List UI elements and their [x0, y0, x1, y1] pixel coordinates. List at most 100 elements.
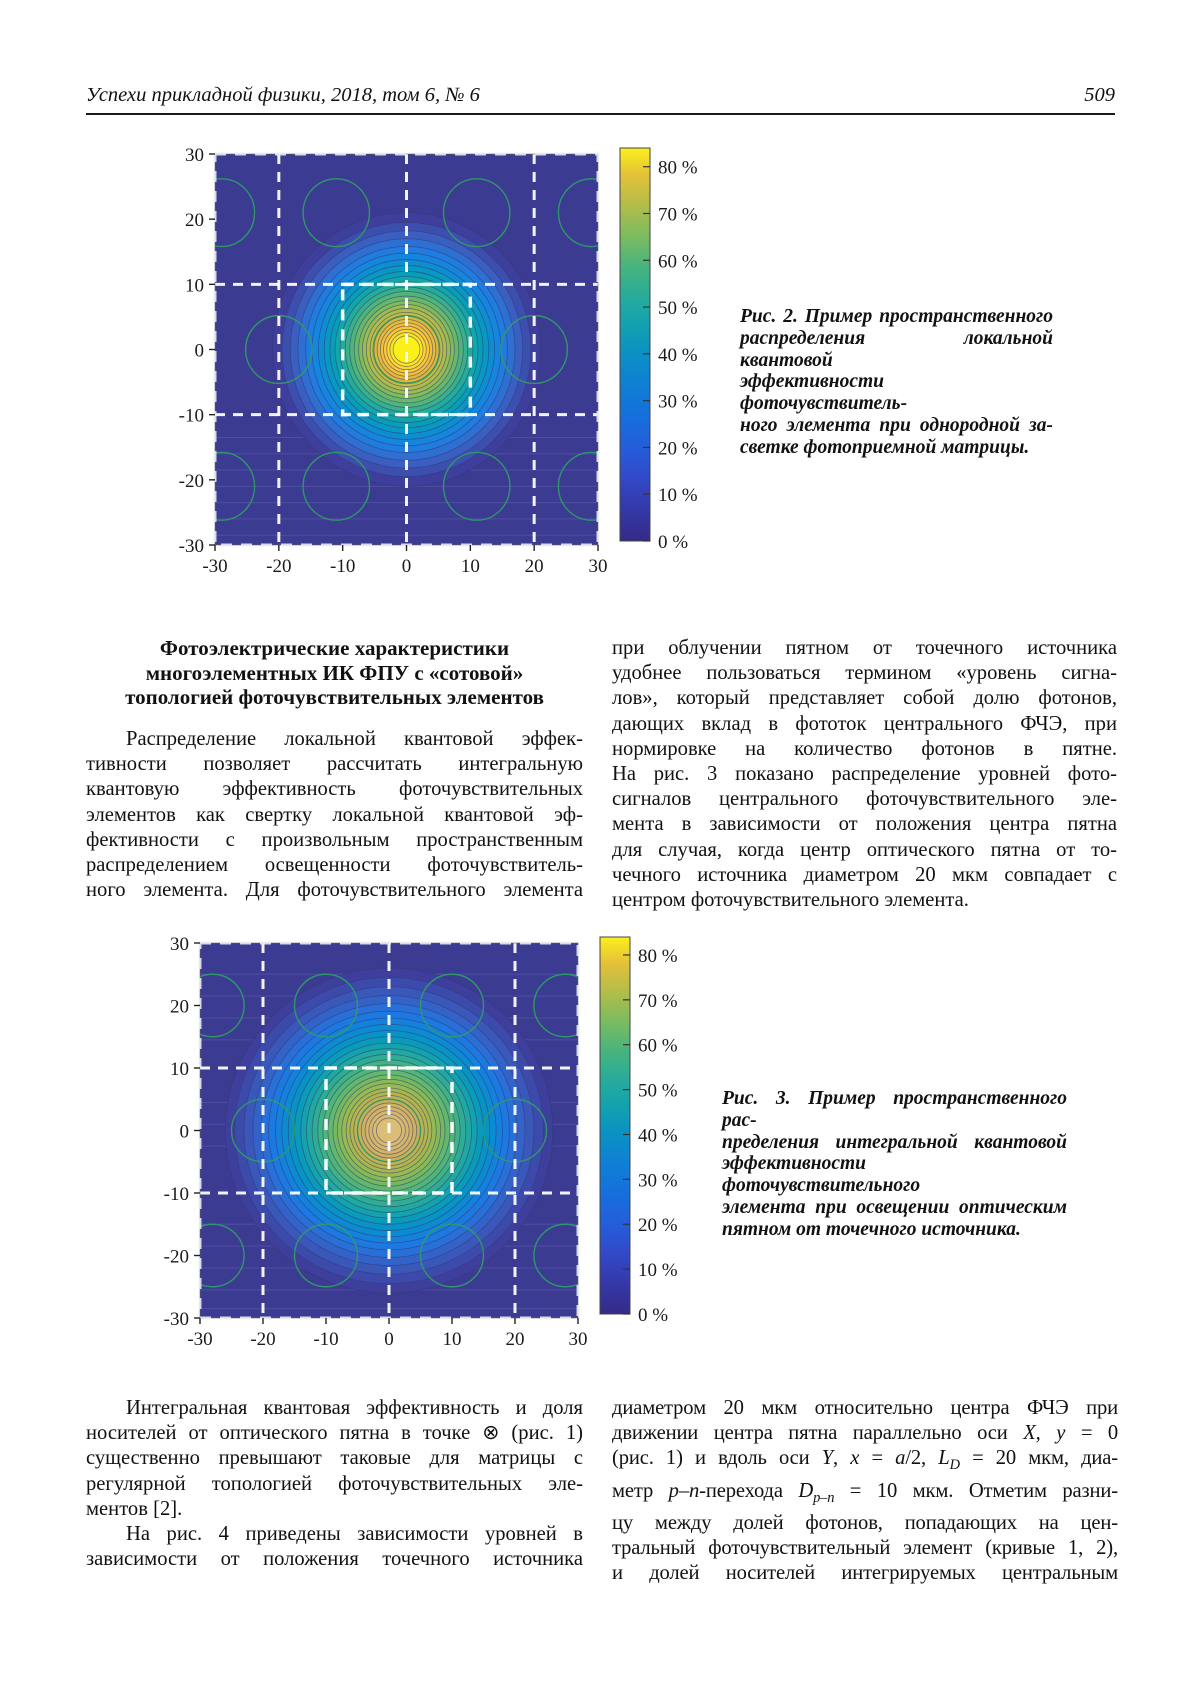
x-tick-label: 20	[525, 556, 544, 577]
y-tick-label: 30	[170, 934, 189, 955]
junction-circle	[200, 973, 245, 1038]
colorbar-tick-label: 10 %	[638, 1260, 678, 1281]
text-line: и долей носителей интегрируемых централь…	[612, 1562, 1118, 1585]
section-heading: Фотоэлектрические характеристики многоэле…	[86, 636, 583, 710]
text-line: фективности с произвольным пространствен…	[86, 828, 583, 851]
text-line: существенно превышают таковые для матриц…	[86, 1447, 583, 1470]
colorbar	[599, 936, 631, 1315]
plot-area	[215, 154, 598, 545]
figure3-caption: Рис. 3. Пример пространственного рас-пре…	[722, 1088, 1067, 1241]
junction-circle	[293, 1223, 359, 1288]
text-line: топологией фоточувствительных элементов	[125, 685, 544, 710]
y-tick-label: -30	[164, 1309, 189, 1330]
right-column-paragraph: при облучении пятном от точечного источн…	[612, 636, 1117, 913]
y-tick-label: -20	[179, 471, 204, 492]
central-element-dashed-square	[340, 282, 473, 417]
bottom-left-paragraph-1: Интегральная квантовая эффективность и д…	[86, 1396, 583, 1522]
x-tick-label: -20	[250, 1329, 275, 1350]
text-line: мента в зависимости от положения центра …	[612, 813, 1117, 836]
x-tick-label: -30	[202, 556, 227, 577]
text-line: На рис. 3 показано распределение уровней…	[612, 763, 1117, 786]
plot-area	[200, 943, 578, 1318]
left-column-paragraph: Распределение локальной квантовой эффек-…	[86, 727, 583, 903]
text-line: пределения интегральной квантовой	[722, 1131, 1067, 1153]
junction-circle	[533, 1223, 578, 1288]
text-line: метр p–n-перехода Dp–n = 10 мкм. Отметим…	[612, 1479, 1118, 1506]
y-tick-label: 30	[185, 145, 204, 166]
y-tick-label: 20	[185, 210, 204, 231]
text-line: распределения локальной квантовой	[740, 327, 1053, 371]
text-line: удобнее пользоваться термином «уровень с…	[612, 662, 1117, 685]
header-rule	[86, 113, 1115, 115]
x-tick-label: 30	[569, 1329, 588, 1350]
text-line: элемента при освещении оптическим	[722, 1196, 1067, 1218]
text-line: зависимости от положения точечного источ…	[86, 1548, 583, 1571]
page-number: 509	[1084, 84, 1115, 106]
text-line: Рис. 2. Пример пространственного	[740, 306, 1053, 327]
text-line: светке фотоприемной матрицы.	[740, 436, 1030, 458]
bottom-left-paragraph-2: На рис. 4 приведены зависимости уровней …	[86, 1522, 583, 1572]
x-tick-label: -10	[313, 1329, 338, 1350]
colorbar-tick-label: 70 %	[638, 991, 678, 1012]
y-tick-label: -30	[179, 536, 204, 557]
x-tick-label: 0	[384, 1329, 394, 1350]
y-tick-label: 0	[180, 1122, 190, 1143]
junction-circle	[500, 314, 569, 385]
text-line: ного элемента. Для фоточувствительного э…	[86, 879, 583, 902]
x-tick-label: 0	[402, 556, 412, 577]
junction-circle	[200, 1223, 245, 1288]
junction-circle	[557, 451, 598, 521]
text-line: центром фоточувствительного элемента.	[612, 889, 969, 912]
junction-circle	[293, 973, 359, 1038]
colorbar-tick-label: 50 %	[658, 298, 698, 319]
bottom-right-column: диаметром 20 мкм относительно центра ФЧЭ…	[612, 1396, 1118, 1587]
colorbar-tick-label: 0 %	[638, 1305, 668, 1326]
text-line: регулярной топологией фоточувствительных…	[86, 1472, 583, 1495]
figure3-contour-plot: -30 -20 -10 0 10 20 30 30 20 10 0 -10 -20 -30 80 % 70 %…	[164, 934, 678, 1350]
colorbar-tick-label: 30 %	[638, 1170, 678, 1191]
y-tick-label: 20	[170, 997, 189, 1018]
colorbar-tick-label: 70 %	[658, 205, 698, 226]
junction-circle	[215, 178, 256, 248]
colorbar-tick-label: 60 %	[658, 251, 698, 272]
text-line: элементов как свертку локальной квантово…	[86, 803, 583, 826]
text-line: сигналов центрального фоточувствительног…	[612, 788, 1117, 811]
x-tick-label: 10	[443, 1329, 462, 1350]
text-line: пятном от точечного источника.	[722, 1218, 1021, 1240]
figure2-caption: Рис. 2. Пример пространственного распреде…	[740, 306, 1053, 459]
junction-circle	[557, 178, 598, 248]
journal-title: Успехи прикладной физики, 2018, том 6, №…	[86, 84, 480, 106]
text-line: тивности позволяет рассчитать интегральн…	[86, 753, 583, 776]
junction-circle	[419, 1223, 485, 1288]
junction-circle	[372, 314, 441, 385]
text-line: эффективности фоточувствитель-	[740, 371, 908, 415]
text-line: нормировке на количество фотонов в пятне…	[612, 737, 1117, 760]
junction-circle	[215, 451, 256, 521]
colorbar-tick-label: 80 %	[638, 946, 678, 967]
text-line: распределением освещенности фоточувствит…	[86, 854, 583, 877]
y-tick-label: -10	[179, 406, 204, 427]
text-line: квантовую эффективность фоточувствительн…	[86, 778, 583, 801]
colorbar	[619, 147, 651, 542]
text-line: многоэлементных ИК ФПУ с «сотовой»	[145, 660, 524, 685]
y-tick-label: 10	[185, 275, 204, 296]
colorbar-tick-label: 50 %	[638, 1081, 678, 1102]
text-line: Распределение локальной квантовой эффек-	[126, 728, 583, 750]
text-line: На рис. 4 приведены зависимости уровней …	[126, 1523, 583, 1546]
x-tick-label: -30	[187, 1329, 212, 1350]
text-line: диаметром 20 мкм относительно центра ФЧЭ…	[612, 1397, 1118, 1419]
colorbar-tick-label: 10 %	[658, 485, 698, 506]
text-line: Рис. 3. Пример пространственного рас-	[722, 1088, 1067, 1131]
y-tick-label: 10	[170, 1059, 189, 1080]
text-line: лов», который представляет собой долю фо…	[612, 687, 1117, 710]
x-tick-label: 20	[506, 1329, 525, 1350]
colorbar-tick-label: 30 %	[658, 392, 698, 413]
junction-circle	[442, 178, 511, 248]
page-header: Успехи прикладной физики, 2018, том 6, №…	[86, 84, 1115, 107]
colorbar-tick-label: 20 %	[638, 1215, 678, 1236]
colorbar-tick-label: 40 %	[638, 1125, 678, 1146]
text-line: (рис. 1) и вдоль оси Y, x = a/2, LD = 20…	[612, 1447, 1118, 1474]
y-tick-label: 0	[195, 341, 205, 362]
colorbar-tick-label: 80 %	[658, 158, 698, 179]
